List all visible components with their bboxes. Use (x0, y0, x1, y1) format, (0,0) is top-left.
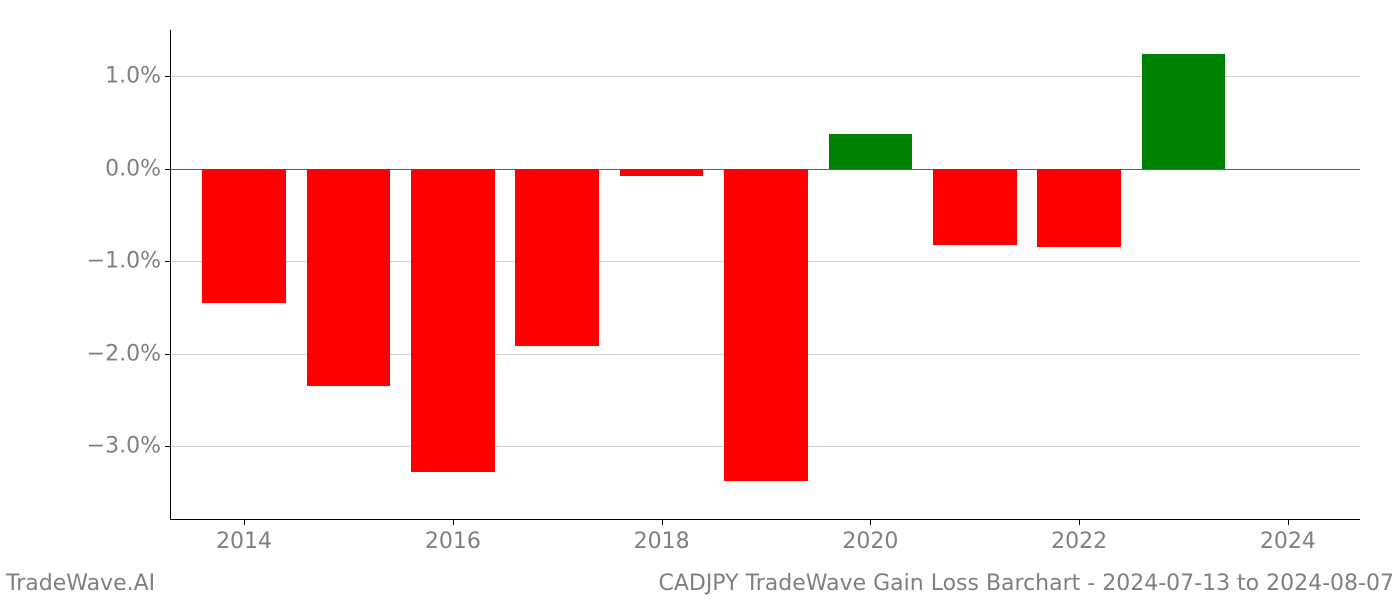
y-tick-label: −3.0% (87, 434, 171, 459)
bar-2017 (515, 169, 599, 347)
bar-2022 (1037, 169, 1121, 248)
bar-2016 (411, 169, 495, 472)
x-tick-label: 2018 (634, 519, 690, 554)
y-tick-label: 1.0% (105, 64, 171, 89)
plot-area: −3.0%−2.0%−1.0%0.0%1.0%20142016201820202… (170, 30, 1360, 520)
x-tick-label: 2014 (216, 519, 272, 554)
footer-left-brand: TradeWave.AI (6, 571, 155, 596)
chart-container: −3.0% −2.0% −1.0% 0.0% 1.0% 2014 2016 2018 2020 2… (0, 0, 1400, 600)
bar-2021 (933, 169, 1017, 246)
y-tick-label: −2.0% (87, 341, 171, 366)
x-tick-label: 2022 (1051, 519, 1107, 554)
x-tick-label: 2016 (425, 519, 481, 554)
bar-2018 (620, 169, 704, 176)
y-tick-label: 0.0% (105, 156, 171, 181)
bar-2023 (1142, 54, 1226, 169)
x-tick-label: 2024 (1260, 519, 1316, 554)
x-tick-label: 2020 (842, 519, 898, 554)
bar-2020 (829, 134, 913, 169)
footer-right-caption: CADJPY TradeWave Gain Loss Barchart - 20… (658, 571, 1394, 596)
bar-2015 (307, 169, 391, 386)
bar-2014 (202, 169, 286, 303)
y-tick-label: −1.0% (87, 249, 171, 274)
bar-2019 (724, 169, 808, 481)
